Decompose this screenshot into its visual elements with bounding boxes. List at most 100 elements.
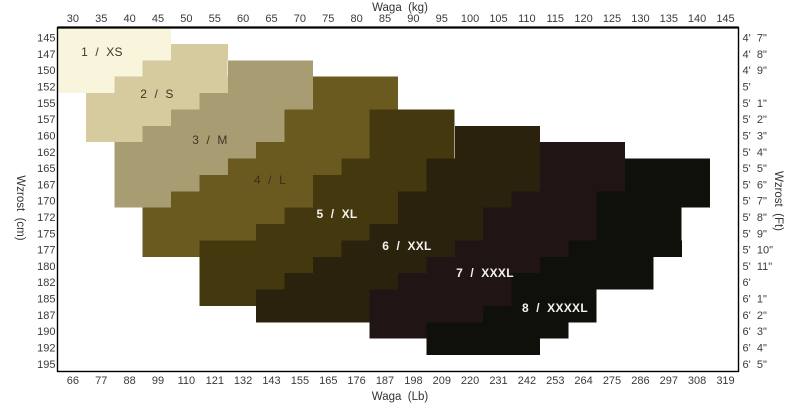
svg-text:152: 152 [37, 82, 55, 94]
svg-text:6' 3": 6' 3" [743, 326, 767, 338]
svg-text:30: 30 [67, 13, 79, 25]
svg-text:6': 6' [743, 277, 751, 289]
svg-text:40: 40 [123, 13, 135, 25]
svg-text:90: 90 [407, 13, 419, 25]
svg-text:105: 105 [489, 13, 507, 25]
svg-text:55: 55 [209, 13, 221, 25]
svg-text:160: 160 [37, 131, 55, 143]
svg-text:85: 85 [379, 13, 391, 25]
svg-text:231: 231 [489, 375, 507, 387]
svg-text:6' 5": 6' 5" [743, 359, 767, 371]
svg-text:70: 70 [294, 13, 306, 25]
svg-text:75: 75 [322, 13, 334, 25]
svg-text:190: 190 [37, 326, 55, 338]
svg-text:5' 9": 5' 9" [743, 228, 767, 240]
svg-text:Waga (Lb): Waga (Lb) [372, 391, 429, 403]
svg-text:145: 145 [716, 13, 734, 25]
svg-text:155: 155 [37, 98, 55, 110]
svg-text:35: 35 [95, 13, 107, 25]
svg-text:Wzrost (cm): Wzrost (cm) [14, 175, 26, 240]
svg-text:157: 157 [37, 114, 55, 126]
svg-text:140: 140 [688, 13, 706, 25]
svg-text:155: 155 [291, 375, 309, 387]
svg-text:297: 297 [660, 375, 678, 387]
svg-text:8 / XXXXL: 8 / XXXXL [522, 301, 588, 315]
svg-text:4 / L: 4 / L [254, 173, 286, 187]
svg-text:162: 162 [37, 147, 55, 159]
svg-text:115: 115 [547, 13, 565, 25]
svg-text:5' 11": 5' 11" [743, 261, 773, 273]
svg-text:110: 110 [178, 375, 196, 387]
svg-text:185: 185 [37, 294, 55, 306]
svg-text:145: 145 [37, 33, 55, 45]
svg-text:121: 121 [206, 375, 224, 387]
svg-text:308: 308 [688, 375, 706, 387]
svg-text:65: 65 [265, 13, 277, 25]
svg-text:176: 176 [347, 375, 365, 387]
svg-text:177: 177 [37, 245, 55, 257]
svg-text:125: 125 [603, 13, 621, 25]
svg-text:4' 9": 4' 9" [743, 65, 767, 77]
svg-text:253: 253 [546, 375, 564, 387]
svg-text:187: 187 [376, 375, 394, 387]
svg-text:6 / XXL: 6 / XXL [382, 239, 431, 253]
svg-text:5' 6": 5' 6" [743, 179, 767, 191]
svg-text:264: 264 [574, 375, 592, 387]
svg-text:135: 135 [660, 13, 678, 25]
svg-text:150: 150 [37, 65, 55, 77]
svg-text:192: 192 [37, 343, 55, 355]
svg-text:132: 132 [234, 375, 252, 387]
svg-text:286: 286 [631, 375, 649, 387]
svg-text:6' 2": 6' 2" [743, 310, 767, 322]
svg-text:5' 1": 5' 1" [743, 98, 767, 110]
svg-text:5': 5' [743, 82, 751, 94]
svg-text:5' 5": 5' 5" [743, 163, 767, 175]
svg-text:66: 66 [67, 375, 79, 387]
svg-text:5' 8": 5' 8" [743, 212, 767, 224]
svg-text:7 / XXXL: 7 / XXXL [456, 266, 514, 280]
svg-text:5' 10": 5' 10" [743, 245, 774, 257]
svg-text:180: 180 [37, 261, 55, 273]
svg-text:6' 4": 6' 4" [743, 343, 767, 355]
svg-text:220: 220 [461, 375, 479, 387]
svg-text:319: 319 [716, 375, 734, 387]
svg-text:172: 172 [37, 212, 55, 224]
svg-text:187: 187 [37, 310, 55, 322]
svg-text:5' 2": 5' 2" [743, 114, 767, 126]
svg-text:147: 147 [37, 49, 55, 61]
svg-text:4' 8": 4' 8" [743, 49, 767, 61]
svg-text:45: 45 [152, 13, 164, 25]
svg-text:130: 130 [631, 13, 649, 25]
svg-text:143: 143 [262, 375, 280, 387]
svg-text:77: 77 [95, 375, 107, 387]
svg-text:100: 100 [461, 13, 479, 25]
svg-text:2 / S: 2 / S [140, 87, 173, 101]
svg-text:3 / M: 3 / M [192, 133, 227, 147]
svg-text:5' 3": 5' 3" [743, 131, 767, 143]
svg-text:80: 80 [350, 13, 362, 25]
svg-text:175: 175 [37, 228, 55, 240]
svg-text:Waga (kg): Waga (kg) [372, 2, 428, 14]
svg-text:170: 170 [37, 196, 55, 208]
svg-text:99: 99 [152, 375, 164, 387]
svg-text:182: 182 [37, 277, 55, 289]
svg-text:195: 195 [37, 359, 55, 371]
svg-text:167: 167 [37, 179, 55, 191]
svg-text:50: 50 [180, 13, 192, 25]
svg-text:1 / XS: 1 / XS [81, 45, 123, 59]
svg-text:165: 165 [37, 163, 55, 175]
svg-text:165: 165 [319, 375, 337, 387]
svg-text:275: 275 [603, 375, 621, 387]
svg-text:5' 4": 5' 4" [743, 147, 767, 159]
svg-text:198: 198 [404, 375, 422, 387]
svg-text:5' 7": 5' 7" [743, 196, 767, 208]
svg-text:5 / XL: 5 / XL [316, 207, 357, 221]
svg-text:120: 120 [574, 13, 592, 25]
svg-text:88: 88 [123, 375, 135, 387]
svg-text:209: 209 [433, 375, 451, 387]
svg-text:4' 7": 4' 7" [743, 33, 767, 45]
svg-text:110: 110 [518, 13, 536, 25]
svg-text:95: 95 [436, 13, 448, 25]
svg-text:242: 242 [518, 375, 536, 387]
svg-text:6' 1": 6' 1" [743, 294, 767, 306]
